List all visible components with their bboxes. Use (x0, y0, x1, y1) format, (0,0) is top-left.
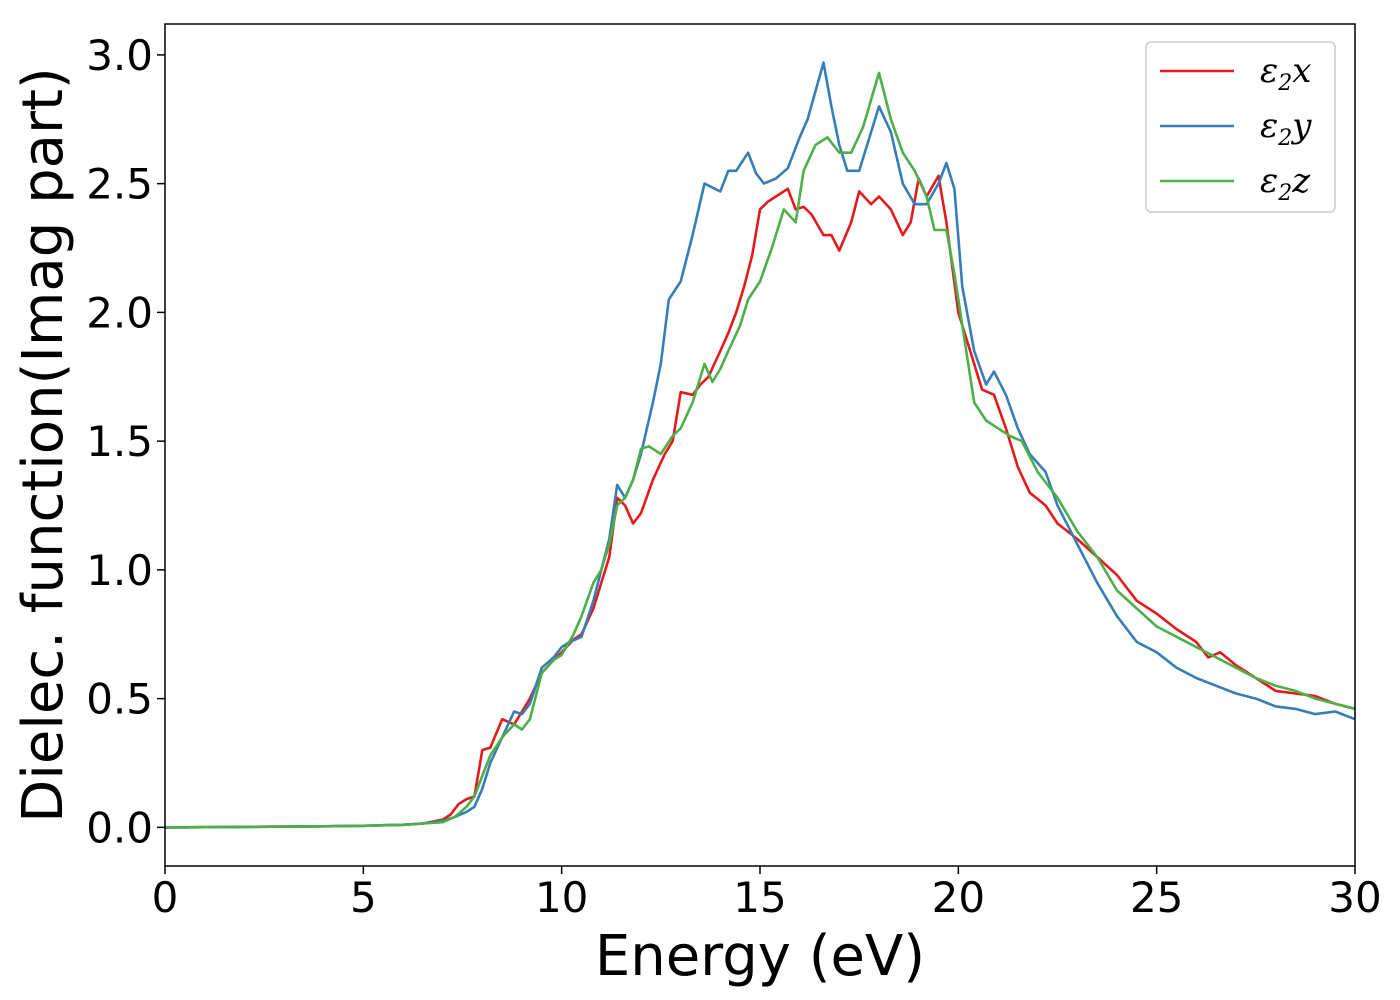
legend-box (1145, 41, 1336, 213)
y-tick-label: 3.0 (86, 31, 153, 80)
x-tick-label: 5 (350, 873, 377, 922)
series-line-1 (165, 61, 1355, 829)
x-axis-label: Energy (eV) (595, 924, 925, 989)
y-axis-ticks: 0.0 0.5 1.0 1.5 2.0 2.5 3.0 (86, 31, 165, 852)
x-tick-label: 10 (535, 873, 588, 922)
y-tick-label: 2.5 (86, 160, 153, 209)
y-tick-label: 1.0 (86, 546, 153, 595)
series-line-2 (165, 71, 1355, 829)
y-tick-label: 0.0 (86, 803, 153, 852)
x-tick-label: 25 (1130, 873, 1183, 922)
legend-label-2: ε2z (1260, 161, 1311, 206)
legend-label-0: ε2x (1260, 51, 1311, 96)
x-axis-ticks: 0 5 10 15 20 25 30 (152, 866, 1382, 922)
legend-label-1: ε2y (1260, 106, 1312, 151)
x-tick-label: 0 (152, 873, 179, 922)
y-axis-label: Dielec. function(Imag part) (11, 67, 76, 823)
series-line-0 (165, 174, 1355, 829)
x-tick-label: 30 (1328, 873, 1381, 922)
y-tick-label: 2.0 (86, 288, 153, 337)
legend: ε2x ε2y ε2z (1145, 41, 1336, 213)
x-tick-label: 15 (733, 873, 786, 922)
series-layer (165, 61, 1355, 829)
y-tick-label: 0.5 (86, 675, 153, 724)
x-tick-label: 20 (932, 873, 985, 922)
y-tick-label: 1.5 (86, 417, 153, 466)
